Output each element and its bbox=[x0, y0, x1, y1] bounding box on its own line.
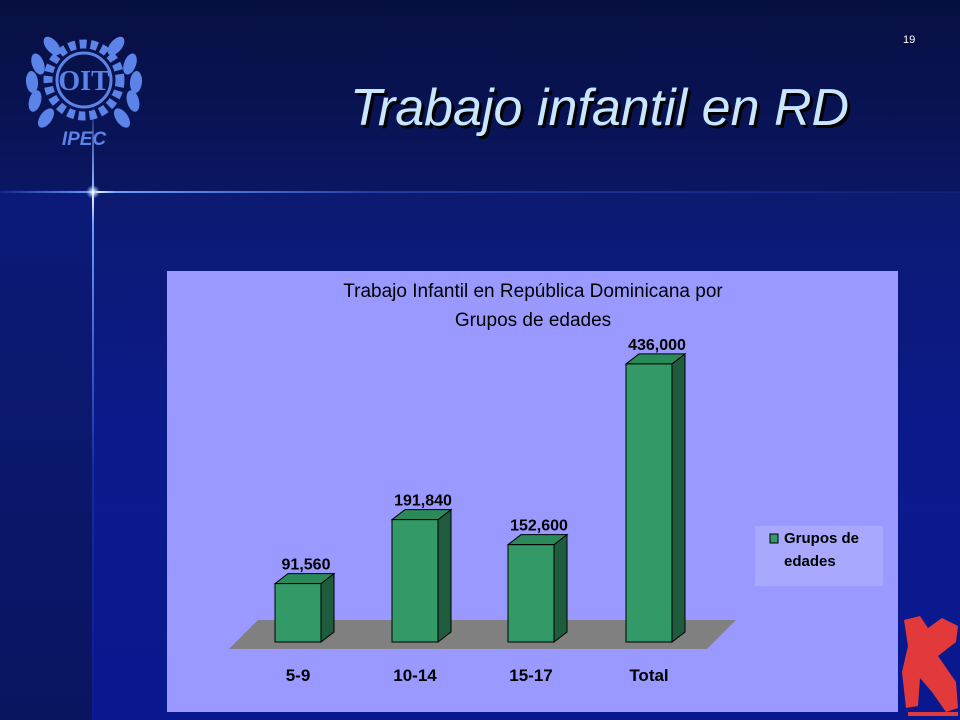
laurel-wreath-icon bbox=[25, 36, 143, 128]
data-label-5-9: 91,560 bbox=[282, 557, 331, 574]
left-band bbox=[0, 190, 92, 720]
bar-face-Total bbox=[625, 363, 673, 643]
bar-side-10-14 bbox=[437, 508, 452, 644]
slide-title: Trabajo infantil en RD bbox=[350, 79, 850, 137]
bar-face-10-14 bbox=[391, 519, 439, 643]
logo-text: OIT bbox=[58, 66, 110, 97]
bar-side-Total bbox=[671, 352, 686, 644]
oit-logo: OIT IPEC bbox=[25, 36, 143, 150]
data-label-15-17: 152,600 bbox=[510, 518, 568, 535]
legend-label-line-1: Grupos de bbox=[784, 530, 859, 547]
bar-10-14 bbox=[390, 508, 453, 644]
bar-Total bbox=[624, 352, 687, 644]
categories-group: 5-9 10-14 15-17 Total bbox=[286, 666, 669, 685]
logo-subtext: IPEC bbox=[62, 129, 107, 150]
data-label-Total: 436,000 bbox=[628, 337, 686, 354]
bar-5-9 bbox=[273, 572, 336, 644]
bar-face-15-17 bbox=[507, 544, 555, 643]
chart-title-line-2: Grupos de edades bbox=[455, 310, 611, 331]
bar-15-17 bbox=[506, 533, 569, 644]
bar-side-5-9 bbox=[320, 572, 335, 644]
decorative-red-shape bbox=[902, 616, 958, 716]
legend-swatch bbox=[769, 533, 779, 544]
chart-floor bbox=[229, 620, 736, 649]
data-label-10-14: 191,840 bbox=[394, 493, 452, 510]
legend-label-line-2: edades bbox=[784, 553, 836, 570]
light-flare bbox=[86, 185, 100, 199]
bar-side-15-17 bbox=[553, 533, 568, 644]
vertical-light-line bbox=[92, 100, 94, 720]
category-label-5-9: 5-9 bbox=[286, 666, 311, 685]
bar-chart: Trabajo Infantil en República Dominicana… bbox=[167, 271, 898, 712]
header-band bbox=[0, 0, 960, 192]
page-number: 19 bbox=[903, 34, 916, 46]
bars-group bbox=[273, 352, 687, 644]
category-label-Total: Total bbox=[629, 666, 668, 685]
labels-group: 91,560 191,840 152,600 436,000 bbox=[282, 337, 686, 574]
category-label-10-14: 10-14 bbox=[393, 666, 437, 685]
chart-title-line-1: Trabajo Infantil en República Dominicana… bbox=[343, 281, 723, 302]
bar-face-5-9 bbox=[274, 583, 322, 643]
horizontal-light-line bbox=[0, 191, 960, 193]
category-label-15-17: 15-17 bbox=[509, 666, 552, 685]
gear-icon bbox=[43, 39, 125, 121]
